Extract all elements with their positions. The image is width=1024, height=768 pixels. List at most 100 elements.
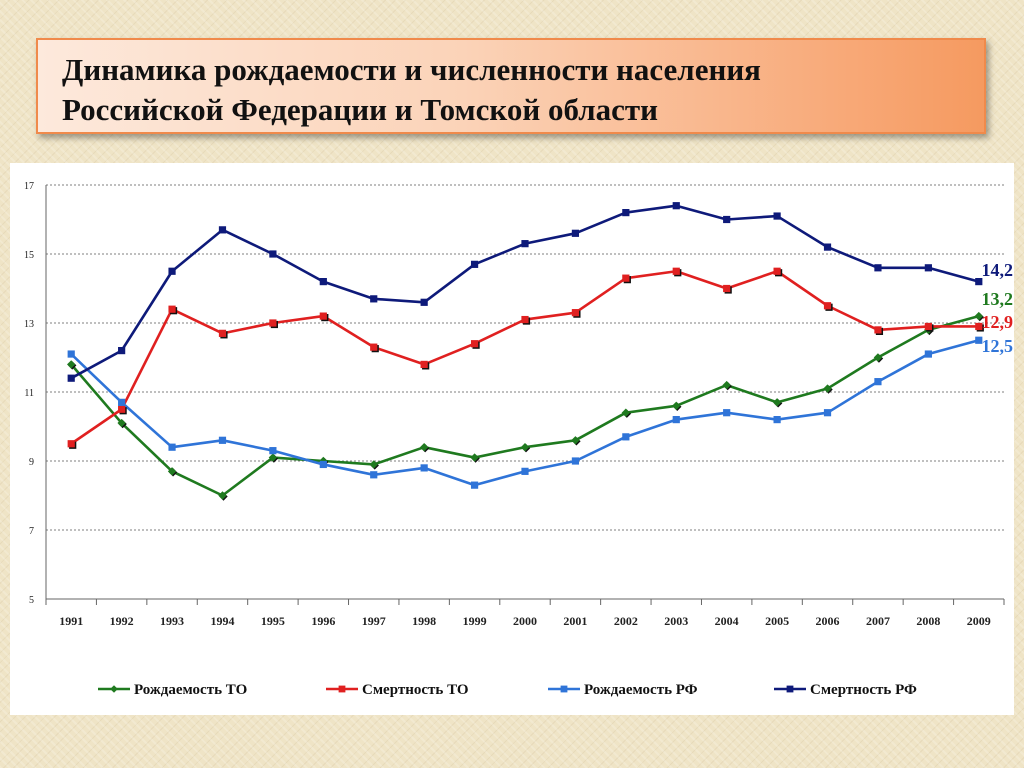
- data-point: [319, 312, 327, 320]
- data-point: [622, 209, 630, 217]
- legend-label: Смертность РФ: [810, 682, 917, 698]
- data-point: [773, 212, 781, 220]
- x-tick-label: 2005: [765, 614, 789, 628]
- data-point: [874, 378, 882, 386]
- legend-marker: [338, 685, 346, 693]
- data-point: [622, 274, 630, 282]
- data-point: [118, 405, 126, 413]
- x-tick-label: 2002: [614, 614, 638, 628]
- data-point: [420, 464, 428, 472]
- x-tick-label: 1999: [463, 614, 487, 628]
- data-point: [571, 229, 580, 237]
- x-tick-label: 2008: [916, 614, 940, 628]
- data-point: [67, 350, 75, 358]
- slide-title-line-1: Динамика рождаемости и численности насел…: [62, 52, 761, 87]
- legend-label: Рождаемость РФ: [584, 682, 698, 698]
- x-tick-label: 1992: [110, 614, 134, 628]
- x-tick-label: 1991: [59, 614, 83, 628]
- x-tick-label: 2001: [563, 614, 587, 628]
- data-point: [319, 460, 327, 469]
- data-point: [370, 343, 378, 351]
- data-point: [975, 322, 983, 331]
- data-point: [167, 467, 177, 476]
- data-point: [470, 340, 479, 348]
- data-point: [118, 347, 126, 355]
- line-chart: 5 7 9 11 13 15 17 1991 1992 1993 1994 1995 1996 1997 1…: [24, 181, 1014, 698]
- data-point: [168, 443, 176, 451]
- data-point: [218, 226, 227, 234]
- data-point: [319, 278, 327, 286]
- data-point: [571, 457, 580, 465]
- x-tick-label: 2006: [816, 614, 840, 628]
- y-tick-label: 15: [24, 250, 34, 261]
- data-point: [874, 326, 882, 334]
- data-point: [521, 315, 529, 324]
- series-line: [70, 269, 979, 445]
- x-tick-label: 2004: [715, 614, 739, 628]
- x-tick-label: 1997: [362, 614, 386, 628]
- series-line: [70, 338, 980, 487]
- x-tick-label: 1994: [210, 614, 234, 628]
- data-point: [521, 467, 529, 475]
- data-point: [823, 384, 832, 393]
- data-point: [571, 309, 580, 317]
- legend-label: Смертность ТО: [362, 682, 469, 698]
- data-point: [571, 436, 580, 445]
- data-point: [823, 302, 832, 310]
- data-point: [118, 398, 126, 406]
- x-tick-label: 1996: [311, 614, 335, 628]
- data-point: [622, 433, 630, 441]
- data-point: [67, 374, 75, 382]
- y-tick-label: 17: [24, 181, 34, 192]
- data-point: [975, 278, 983, 286]
- data-point: [924, 350, 932, 358]
- data-point: [67, 360, 76, 369]
- x-tick-label: 2009: [967, 614, 991, 628]
- x-tick-label: 1995: [261, 614, 285, 628]
- series-line: [70, 204, 980, 380]
- data-point: [823, 409, 832, 417]
- data-point: [520, 443, 530, 452]
- data-point: [117, 418, 126, 428]
- data-point: [218, 491, 227, 500]
- data-point: [874, 264, 882, 272]
- legend-marker: [560, 685, 568, 693]
- data-point: [419, 443, 429, 452]
- chart-panel: 5 7 9 11 13 15 17 1991 1992 1993 1994 1995 1996 1997 1…: [10, 163, 1014, 715]
- data-point: [521, 240, 529, 248]
- slide-title-line-2: Российской Федерации и Томской области: [62, 92, 658, 127]
- data-point: [722, 380, 731, 390]
- data-point: [975, 336, 983, 344]
- data-point: [370, 471, 378, 479]
- end-value-label: 13,2: [982, 289, 1014, 309]
- data-point: [370, 295, 378, 303]
- data-point: [924, 264, 932, 272]
- data-point: [723, 284, 731, 293]
- data-point: [420, 360, 428, 368]
- data-point: [470, 481, 479, 489]
- x-tick-label: 1998: [412, 614, 436, 628]
- legend-marker: [110, 685, 118, 693]
- data-point: [672, 202, 680, 210]
- end-value-label: 12,9: [982, 312, 1014, 332]
- title-box: Динамика рождаемости и численности насел…: [36, 38, 986, 134]
- end-value-label: 14,2: [982, 260, 1014, 280]
- data-point: [218, 436, 227, 444]
- data-point: [168, 305, 176, 313]
- data-point: [470, 453, 479, 462]
- y-tick-label: 9: [29, 457, 34, 468]
- legend-marker: [786, 685, 794, 693]
- data-point: [218, 329, 227, 337]
- data-point: [269, 319, 277, 327]
- data-point: [773, 416, 781, 424]
- data-point: [269, 250, 277, 258]
- data-point: [67, 440, 75, 448]
- y-tick-label: 11: [24, 388, 34, 399]
- x-tick-label: 2000: [513, 614, 537, 628]
- data-point: [470, 260, 479, 268]
- end-value-label: 12,5: [982, 336, 1014, 356]
- data-point: [823, 243, 832, 251]
- y-tick-label: 7: [29, 526, 34, 537]
- data-point: [723, 409, 731, 417]
- y-tick-label: 5: [29, 595, 34, 606]
